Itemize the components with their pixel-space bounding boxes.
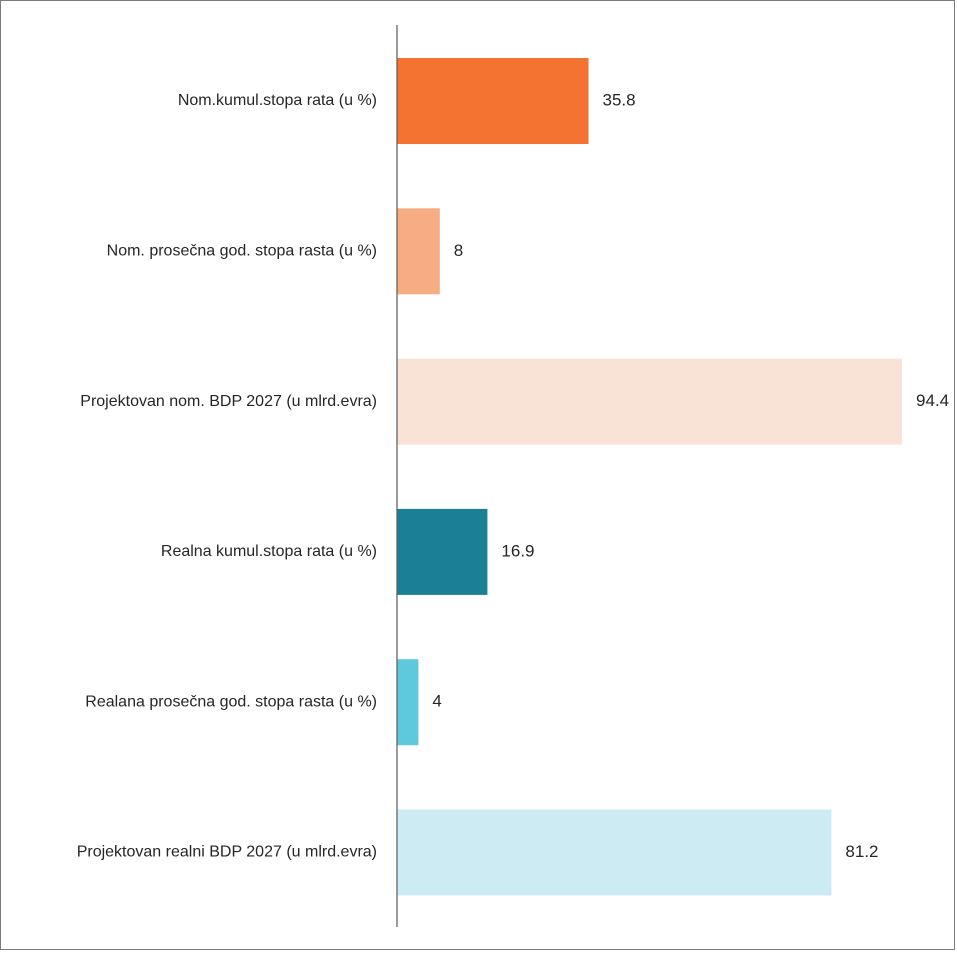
- value-label-4: 16.9: [501, 541, 534, 560]
- category-label-5: Realana prosečna god. stopa rasta (u %): [85, 693, 377, 710]
- category-label-2: Nom. prosečna god. stopa rasta (u %): [107, 243, 377, 260]
- bar-2: [397, 208, 440, 295]
- value-label-2: 8: [454, 241, 463, 260]
- category-label-4: Realna kumul.stopa rata (u %): [161, 543, 377, 560]
- bar-4: [397, 508, 488, 595]
- category-label-3: Projektovan nom. BDP 2027 (u mlrd.evra): [80, 393, 377, 410]
- category-label-6: Projektovan realni BDP 2027 (u mlrd.evra…: [77, 844, 377, 861]
- category-label-1: Nom.kumul.stopa rata (u %): [178, 92, 377, 109]
- value-label-6: 81.2: [845, 842, 878, 861]
- bar-3: [397, 358, 903, 445]
- value-label-1: 35.8: [603, 90, 636, 109]
- value-label-5: 4: [432, 692, 441, 711]
- bar-1: [397, 58, 589, 144]
- bars: [397, 58, 903, 896]
- category-labels: Nom.kumul.stopa rata (u %) Nom. prosečna …: [77, 92, 377, 861]
- value-labels: 35.8 8 94.4 16.9 4 81.2: [432, 90, 949, 861]
- bar-6: [397, 809, 832, 896]
- bar-5: [397, 659, 419, 746]
- value-label-3: 94.4: [916, 391, 949, 410]
